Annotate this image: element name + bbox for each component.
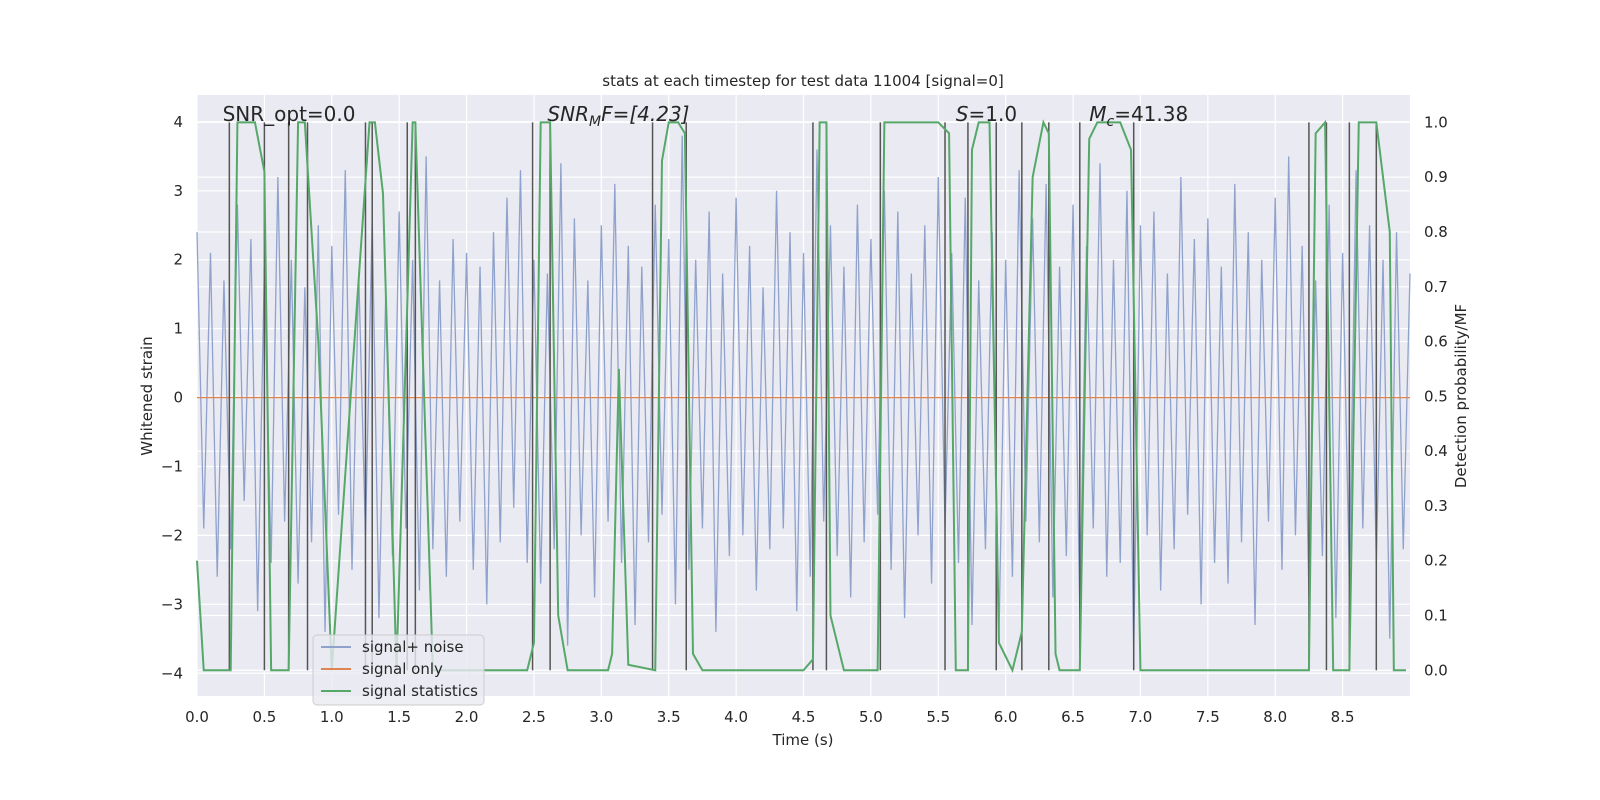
legend-label: signal only: [362, 660, 443, 678]
annotation-text: SNR: [547, 102, 589, 126]
x-tick-label: 3.0: [589, 708, 613, 726]
x-tick-label: 5.0: [859, 708, 883, 726]
annotation-sub: c: [1106, 114, 1114, 130]
x-tick-label: 1.0: [320, 708, 344, 726]
y2-tick-label: 0.6: [1424, 333, 1448, 351]
x-tick-label: 7.5: [1196, 708, 1220, 726]
series-line: [196, 135, 1411, 653]
y2-tick-label: 0.3: [1424, 497, 1448, 515]
x-tick-label: 8.5: [1331, 708, 1355, 726]
annotation-rest: =41.38: [1114, 102, 1188, 126]
annotation-text: S: [956, 102, 969, 126]
legend-label: signal statistics: [362, 682, 478, 700]
labels: 0.0 0.5 1.0 1.5 2.0 2.5 3.0 3.5 4.0 4.5 5.0 5.5 6.0 6…: [161, 102, 1448, 726]
x-tick-label: 4.0: [724, 708, 748, 726]
x-tick-label: 7.0: [1129, 708, 1153, 726]
annotation-text: SNR_opt=0.0: [223, 102, 356, 126]
x-tick-label: 2.5: [522, 708, 546, 726]
annotation: Mc=41.38: [1089, 102, 1188, 130]
x-tick-label: 6.0: [994, 708, 1018, 726]
legend: signal+ noise signal only signal statistic…: [312, 634, 485, 706]
y2-tick-label: 0.7: [1424, 278, 1448, 296]
x-tick-label: 8.0: [1263, 708, 1287, 726]
annotation: SNRMF=[4.23]: [547, 102, 689, 130]
y-tick-label: −4: [161, 664, 183, 682]
y2-tick-label: 0.0: [1424, 661, 1448, 679]
annotation-text: M: [1089, 102, 1106, 126]
x-tick-label: 1.5: [387, 708, 411, 726]
y2-tick-label: 0.1: [1424, 606, 1448, 624]
series-line: [196, 119, 1406, 674]
y-tick-label: −3: [161, 595, 183, 613]
annotation-rest: =1.0: [969, 102, 1018, 126]
x-tick-label: 6.5: [1061, 708, 1085, 726]
annotation-sub: M: [589, 114, 601, 130]
y-tick-label: 3: [173, 182, 183, 200]
y-tick-label: 0: [173, 389, 183, 407]
y2-axis-label: Detection probability/MF: [1452, 304, 1470, 488]
y2-tick-label: 1.0: [1424, 113, 1448, 131]
y2-tick-label: 0.8: [1424, 223, 1448, 241]
legend-box: [312, 634, 485, 706]
x-tick-label: 5.5: [926, 708, 950, 726]
y-tick-label: −1: [161, 457, 183, 475]
y-tick-label: −2: [161, 526, 183, 544]
y2-tick-label: 0.5: [1424, 387, 1448, 405]
x-tick-label: 4.5: [792, 708, 816, 726]
x-tick-label: 2.0: [455, 708, 479, 726]
y-tick-label: 4: [173, 113, 183, 131]
marks: [196, 119, 1411, 674]
y2-tick-label: 0.9: [1424, 168, 1448, 186]
annotation: SNR_opt=0.0: [223, 102, 356, 126]
y-tick-label: 1: [173, 320, 183, 338]
y2-tick-label: 0.2: [1424, 552, 1448, 570]
y-tick-label: 2: [173, 251, 183, 269]
y-axis-label: Whitened strain: [138, 336, 156, 455]
y2-tick-label: 0.4: [1424, 442, 1448, 460]
x-tick-label: 0.5: [252, 708, 276, 726]
legend-label: signal+ noise: [362, 638, 464, 656]
x-tick-label: 0.0: [185, 708, 209, 726]
annotation: S=1.0: [956, 102, 1017, 126]
chart-title: stats at each timestep for test data 110…: [602, 72, 1003, 90]
x-axis-label: Time (s): [772, 731, 834, 749]
annotation-rest: F=[4.23]: [601, 102, 689, 126]
x-tick-label: 3.5: [657, 708, 681, 726]
